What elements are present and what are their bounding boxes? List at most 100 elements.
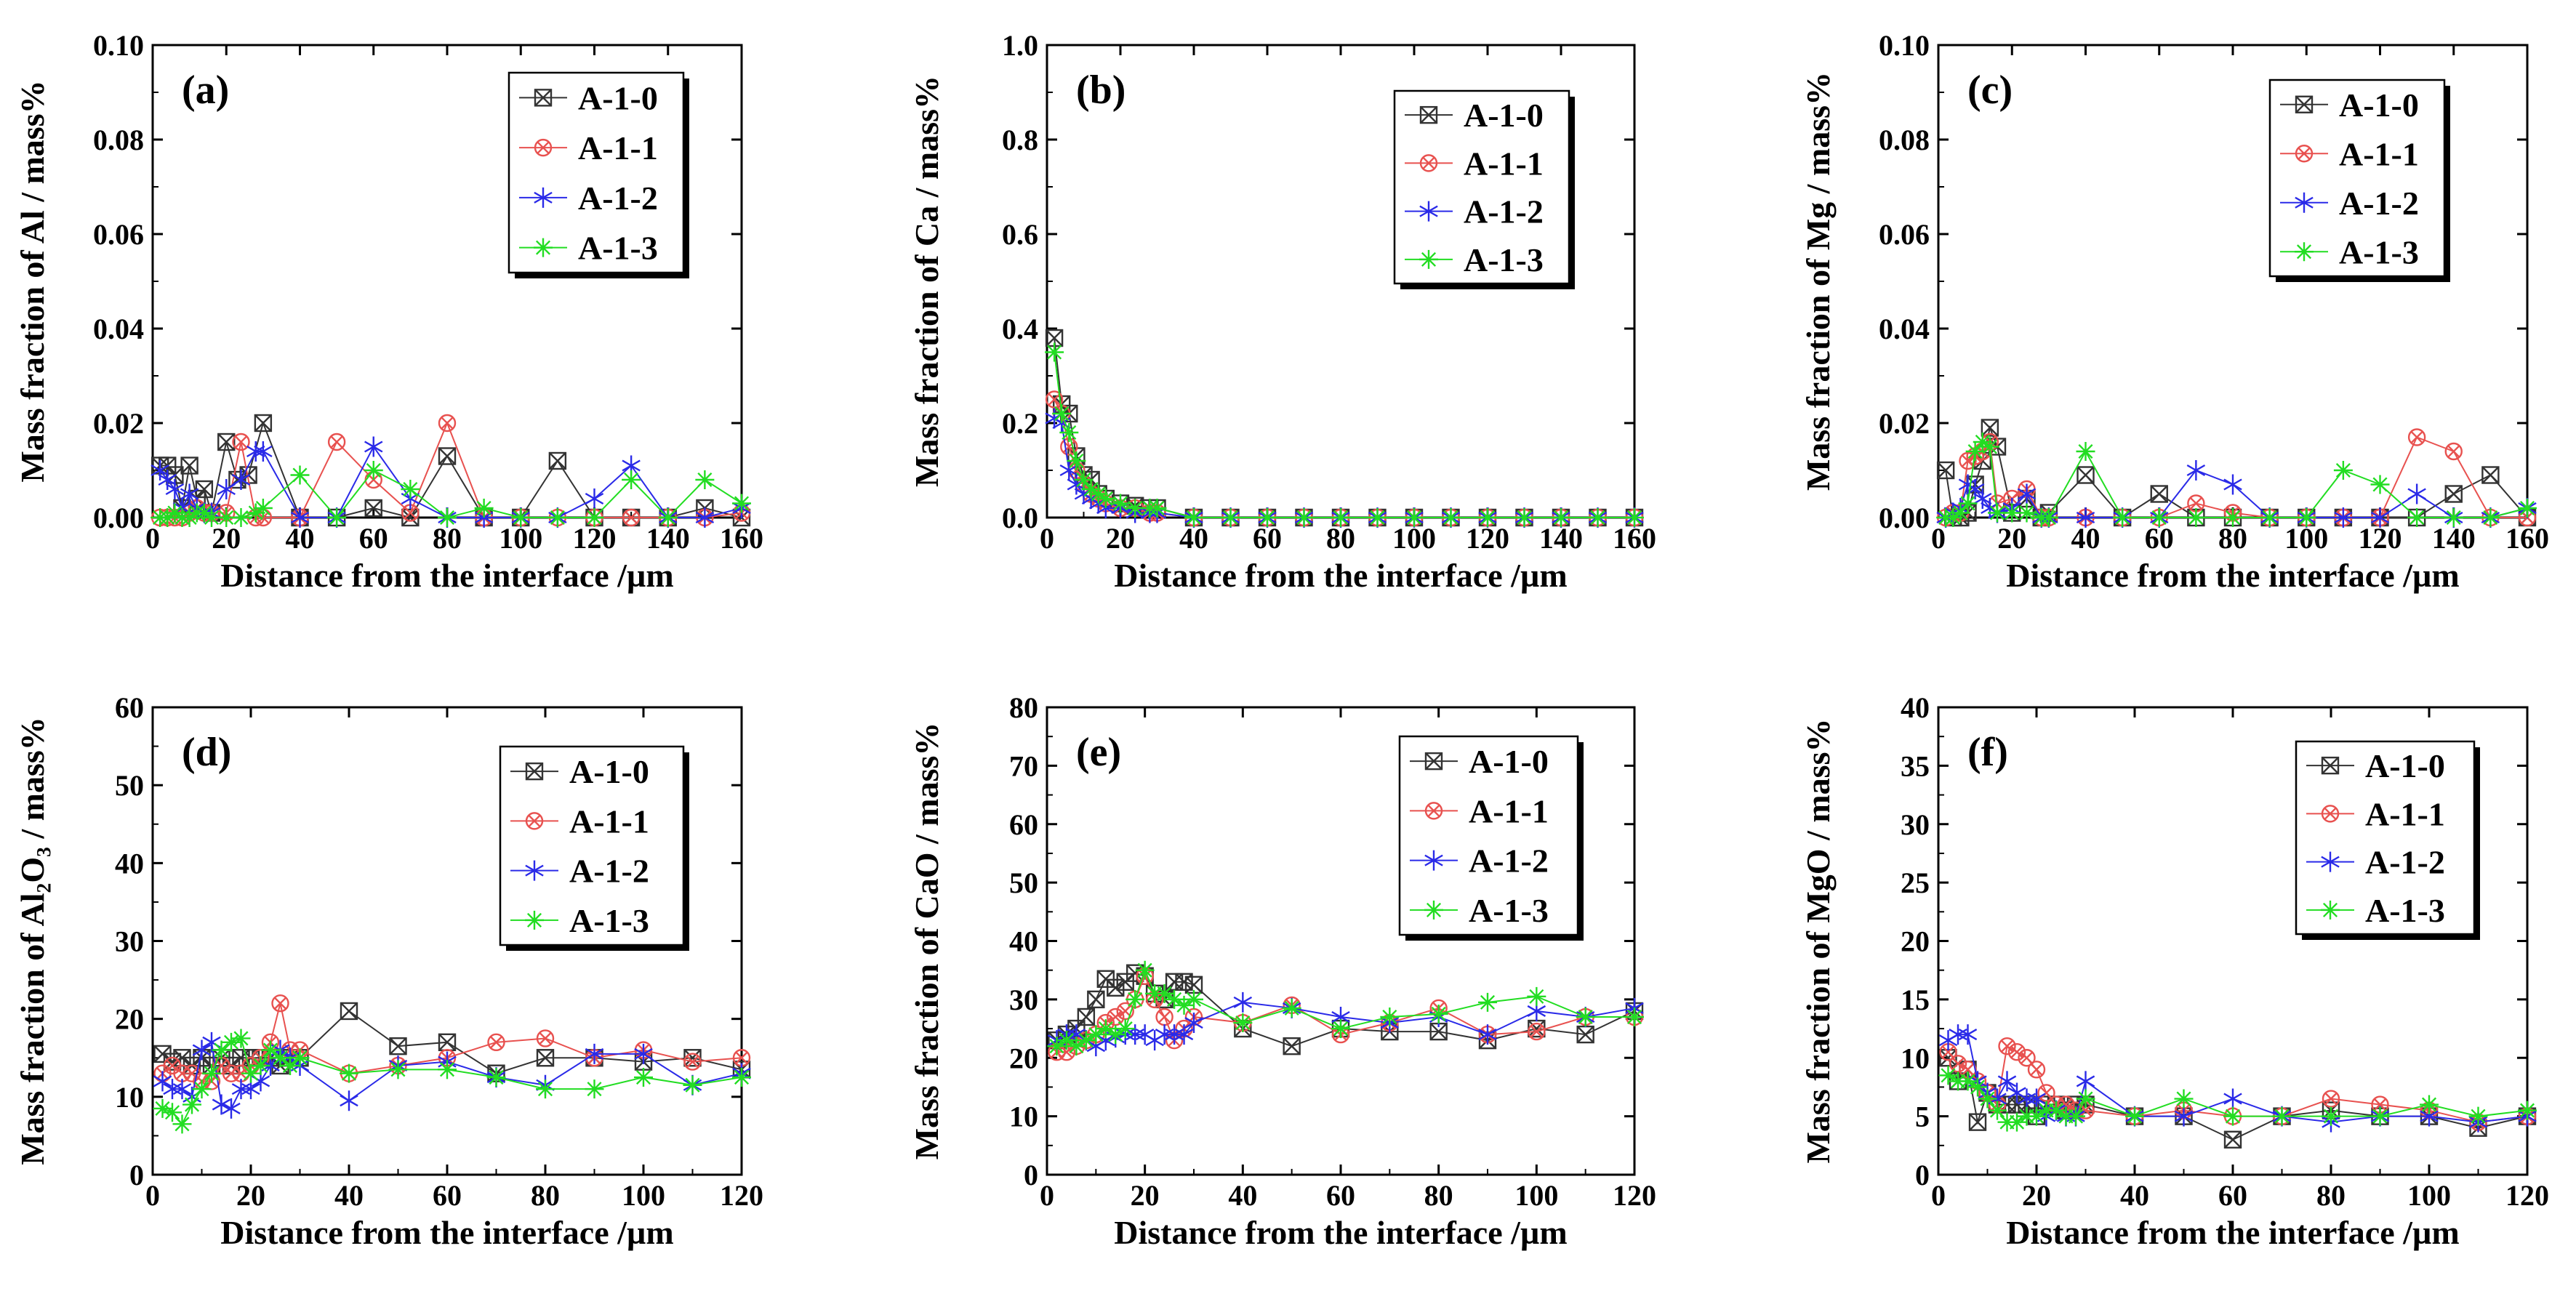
data-point [1045, 342, 1064, 362]
data-point [327, 433, 346, 451]
data-point [1052, 404, 1072, 423]
data-point [1943, 508, 1963, 527]
legend-marker [525, 812, 544, 830]
x-tick-label: 120 [2505, 1179, 2549, 1212]
data-point [182, 1095, 201, 1114]
data-point [1087, 990, 1105, 1009]
y-tick-label: 25 [1901, 866, 1930, 899]
data-point [634, 1043, 653, 1064]
legend-label: A-1-0 [578, 79, 658, 116]
data-point [438, 1060, 457, 1079]
legend-marker [525, 910, 544, 930]
data-point [658, 508, 678, 527]
y-axis-title: Mass fraction of Mg / mass% [1799, 72, 1837, 491]
data-point [1951, 503, 1970, 523]
data-point [340, 1090, 358, 1111]
data-point [1106, 1025, 1126, 1045]
y-tick-label: 0.06 [93, 218, 144, 251]
data-point [2149, 508, 2169, 527]
data-point [271, 994, 289, 1013]
y-tick-label: 0.08 [93, 124, 144, 156]
data-point [1978, 1089, 1997, 1109]
data-point [290, 507, 310, 528]
data-point [401, 480, 420, 499]
y-tick-label: 0.00 [93, 502, 144, 534]
x-tick-label: 80 [1424, 1179, 1453, 1212]
data-point [241, 1063, 260, 1083]
data-point [222, 1098, 241, 1119]
data-point [1576, 1007, 1595, 1026]
legend-label: A-1-1 [569, 803, 649, 840]
y-tick-label: 30 [1901, 808, 1930, 841]
data-point [2125, 1106, 2144, 1126]
panel-label: (a) [182, 68, 229, 113]
data-point [401, 508, 420, 527]
data-point [585, 1079, 604, 1099]
data-point [231, 508, 251, 527]
data-series [1045, 329, 1644, 527]
data-point [1174, 995, 1194, 1015]
data-point [251, 1055, 270, 1075]
data-point [2056, 1106, 2076, 1126]
data-point [1258, 508, 1277, 527]
data-point [2076, 442, 2095, 461]
data-point [1047, 1037, 1067, 1056]
data-point [2027, 1061, 2046, 1079]
series-line [1054, 352, 1634, 518]
x-tick-label: 80 [2218, 522, 2247, 555]
data-point [217, 508, 236, 527]
data-point [2017, 1088, 2037, 1109]
y-tick-label: 50 [115, 769, 144, 802]
x-tick-label: 80 [531, 1179, 560, 1212]
data-point [1997, 1112, 2017, 1132]
x-axis-title: Distance from the interface /µm [1114, 557, 1567, 594]
legend-label: A-1-1 [2339, 135, 2419, 172]
data-point [1997, 1071, 2017, 1092]
data-point [2407, 508, 2427, 527]
data-point [1988, 1101, 2007, 1120]
data-point [290, 465, 310, 485]
data-point [1126, 989, 1145, 1009]
y-tick-label: 1.0 [1002, 29, 1038, 62]
legend-marker [1424, 802, 1443, 820]
data-point [2150, 485, 2168, 503]
data-point [1059, 423, 1079, 442]
data-point [217, 479, 236, 499]
data-point [2039, 508, 2058, 527]
legend-label: A-1-2 [569, 853, 649, 890]
x-tick-label: 20 [1106, 522, 1135, 555]
data-point [585, 508, 604, 527]
data-point [165, 479, 185, 499]
data-point [1165, 1024, 1184, 1045]
y-tick-label: 0.04 [93, 313, 144, 345]
data-point [1331, 1019, 1350, 1039]
y-tick-label: 40 [115, 847, 144, 880]
legend-label: A-1-0 [1469, 743, 1549, 780]
data-point [2223, 1088, 2242, 1109]
legend-marker [1419, 154, 1438, 172]
legend-marker [2321, 900, 2340, 920]
legend-marker [2321, 805, 2340, 823]
data-point [2223, 508, 2242, 527]
data-point [2444, 442, 2463, 461]
data-point [2322, 1106, 2340, 1126]
x-tick-label: 160 [720, 522, 763, 555]
legend-label: A-1-1 [1469, 792, 1549, 829]
legend-label: A-1-2 [2365, 844, 2445, 881]
data-point [1074, 470, 1094, 489]
y-tick-label: 0.10 [93, 29, 144, 62]
data-point [1233, 992, 1253, 1013]
data-point [622, 470, 641, 489]
legend-label: A-1-1 [2365, 795, 2445, 832]
data-point [246, 441, 265, 462]
data-point [1096, 489, 1115, 508]
legend-marker [2295, 95, 2314, 113]
data-point [1067, 451, 1086, 470]
panel-label: (b) [1076, 68, 1126, 113]
data-point [695, 470, 715, 489]
data-point [231, 470, 251, 490]
y-tick-label: 0.4 [1002, 313, 1038, 345]
data-point [194, 503, 214, 523]
